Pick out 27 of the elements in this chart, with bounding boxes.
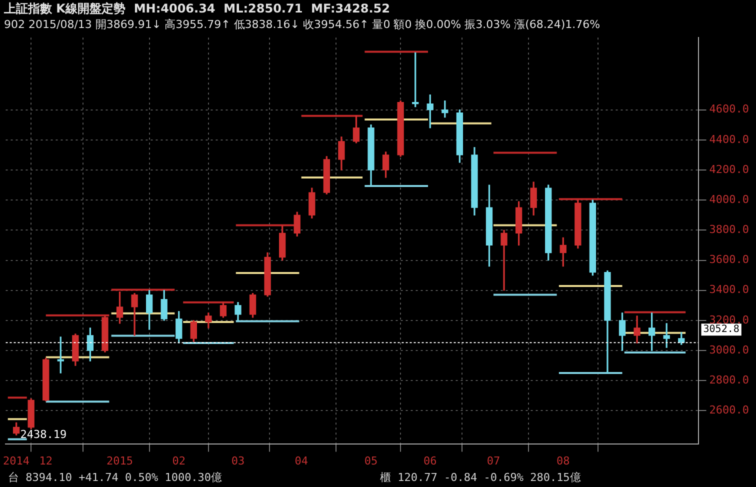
x-tick-label: 08 — [556, 454, 570, 468]
annotation: 2438.19 — [20, 428, 67, 441]
y-tick-label: 3000.0 — [709, 343, 750, 356]
y-tick-label: 2600.0 — [709, 404, 750, 417]
x-tick-label: 04 — [294, 454, 308, 468]
x-tick-label: 06 — [424, 454, 437, 468]
y-tick-label: 4400.0 — [709, 132, 750, 146]
y-tick-label: 3800.0 — [709, 223, 750, 236]
ref-line-label: 3052.8 — [703, 324, 740, 336]
x-tick-label: 12 — [39, 454, 52, 468]
x-tick-label: 2014 — [3, 454, 30, 468]
y-tick-label: 3400.0 — [709, 283, 750, 296]
candlestick — [500, 230, 508, 291]
chart-subtitle: 902 2015/08/13 開3869.91↓ 高3955.79↑ 低3838.16↓ 收3954.56↑ 量0 額0 換0.00% 振3.03% 漲(68.24)1.76% — [4, 18, 600, 31]
chart-title: 上証指數 K線開盤定勢 MH:4006.34 ML:2850.71 MF:3428.52 — [3, 1, 390, 16]
y-tick-label: 4000.0 — [709, 192, 750, 206]
x-tick-label: 02 — [172, 454, 186, 468]
y-tick-label: 4200.0 — [709, 162, 750, 176]
x-tick-label: 03 — [231, 454, 245, 468]
x-tick-label: 2015 — [106, 454, 134, 468]
y-tick-label: 2800.0 — [709, 373, 750, 386]
x-tick-label: 05 — [364, 454, 378, 468]
x-tick-label: 07 — [486, 454, 500, 468]
text: 台 8394.10 +41.74 0.50% 1000.30億 — [8, 470, 222, 484]
y-tick-label: 3600.0 — [709, 253, 750, 266]
text: 櫃 120.77 -0.84 -0.69% 280.15億 — [380, 470, 581, 484]
y-tick-label: 4600.0 — [709, 102, 750, 116]
